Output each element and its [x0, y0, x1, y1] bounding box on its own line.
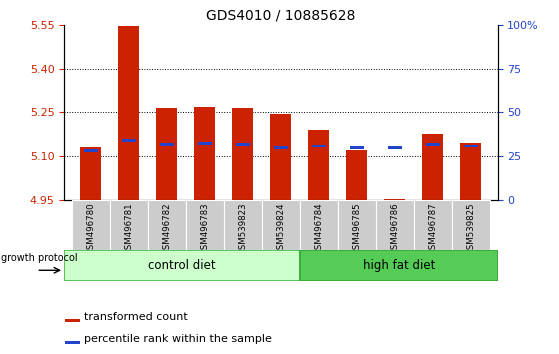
Bar [65, 341, 79, 343]
Bar [271, 114, 291, 200]
Bar [347, 150, 367, 200]
Bar [414, 200, 452, 250]
Bar [274, 146, 287, 149]
Text: GSM496786: GSM496786 [390, 202, 399, 255]
Text: GSM539825: GSM539825 [466, 202, 475, 255]
Text: percentile rank within the sample: percentile rank within the sample [84, 334, 272, 344]
Bar [80, 148, 101, 200]
Text: GSM496784: GSM496784 [314, 202, 324, 255]
Text: GSM496781: GSM496781 [125, 202, 134, 255]
Bar [389, 146, 401, 149]
Bar [65, 319, 79, 322]
Bar [119, 26, 139, 200]
Text: GSM539824: GSM539824 [276, 202, 286, 255]
Bar [350, 146, 363, 149]
Bar [300, 200, 338, 250]
Bar [64, 250, 300, 281]
Bar [452, 200, 490, 250]
Bar [186, 200, 224, 250]
Text: GSM496782: GSM496782 [163, 202, 172, 255]
Text: GSM496783: GSM496783 [200, 202, 210, 255]
Text: GSM496780: GSM496780 [87, 202, 96, 255]
Bar [461, 143, 481, 200]
Bar [300, 250, 498, 281]
Bar [233, 108, 253, 200]
Bar [385, 199, 405, 200]
Bar [148, 200, 186, 250]
Bar [195, 107, 215, 200]
Bar [376, 200, 414, 250]
Text: control diet: control diet [148, 259, 216, 272]
Bar [224, 200, 262, 250]
Bar [122, 139, 135, 142]
Text: GSM539823: GSM539823 [238, 202, 248, 255]
Bar [84, 149, 97, 152]
Bar [160, 143, 173, 146]
Text: transformed count: transformed count [84, 312, 188, 322]
Bar [312, 144, 325, 148]
Text: high fat diet: high fat diet [363, 259, 435, 272]
Bar [72, 200, 110, 250]
Text: GSM496787: GSM496787 [428, 202, 437, 255]
Bar [427, 143, 439, 146]
Bar [423, 134, 443, 200]
Bar [157, 108, 177, 200]
Bar [338, 200, 376, 250]
Bar [309, 130, 329, 200]
Text: GSM496785: GSM496785 [352, 202, 362, 255]
Text: growth protocol: growth protocol [1, 253, 78, 263]
Bar [198, 142, 211, 144]
Bar [110, 200, 148, 250]
Bar [236, 143, 249, 146]
Bar [262, 200, 300, 250]
Bar [465, 144, 477, 148]
Title: GDS4010 / 10885628: GDS4010 / 10885628 [206, 8, 356, 22]
